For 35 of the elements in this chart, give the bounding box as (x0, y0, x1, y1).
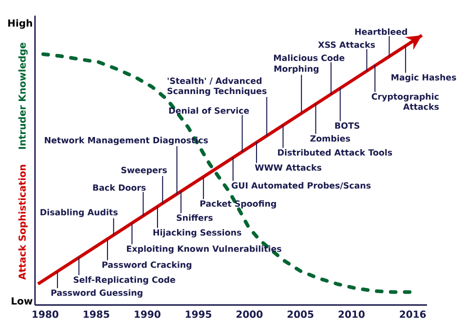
annotation: 'Stealth' / Advanced Scanning Techniques (168, 77, 266, 96)
annotation: Back Doors (93, 184, 146, 191)
annotation: XSS Attacks (318, 41, 375, 48)
annotation: Malicious Code (274, 54, 344, 62)
annotation: Password Guessing (51, 289, 142, 298)
x-tick-label: 2000 (236, 310, 263, 318)
annotation: Self-Replicating Code (74, 276, 176, 285)
annotation: Denial of Service (169, 107, 249, 114)
x-tick-label: 2016 (400, 310, 426, 318)
x-tick-label: 1990 (134, 310, 160, 318)
annotation: Heartbleed (355, 28, 407, 35)
annotation: WWW Attacks (254, 164, 322, 171)
annotation: Sniffers (176, 214, 213, 221)
x-tick-label: 2010 (338, 310, 365, 318)
annotation: Magic Hashes (392, 74, 456, 82)
annotation: GUI Automated Probes/Scans (232, 182, 371, 190)
x-tick-label: 2005 (288, 310, 314, 318)
text: Intruder Knowledge (18, 42, 28, 149)
annotation: Cryptographic Attacks (372, 93, 439, 110)
annotation: Packet Spoofing (200, 200, 276, 209)
text: Attack Sophistication (18, 164, 28, 280)
annotation: Disabling Audits (40, 208, 118, 218)
annotation: BOTS (335, 122, 360, 129)
annotation: Password Cracking (102, 261, 192, 270)
annotation: Hijacking Sessions (153, 229, 242, 238)
annotation: Sweepers (121, 166, 167, 175)
x-tick-label: 1995 (186, 310, 212, 318)
annotation: Morphing (274, 65, 318, 74)
x-tick-label: 1980 (32, 310, 58, 318)
x-tick-label: 1985 (84, 310, 110, 318)
annotation: Exploiting Known Vulnerabilities (126, 245, 282, 254)
annotation: Distributed Attack Tools (278, 149, 392, 156)
annotation: Zombies (310, 135, 350, 142)
text: Low (12, 297, 32, 305)
text: High (8, 19, 32, 29)
